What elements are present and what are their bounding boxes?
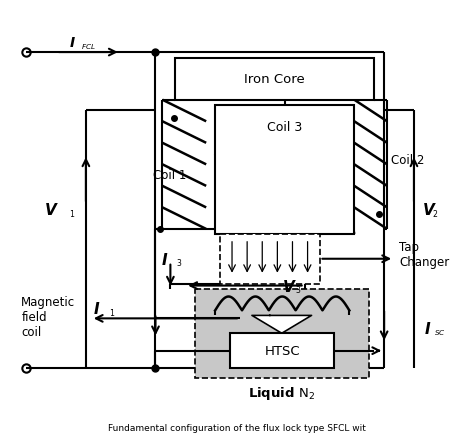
Bar [230, 333, 335, 368]
Text: HTSC: HTSC [264, 344, 300, 357]
Text: $\bfit{V}$: $\bfit{V}$ [282, 278, 297, 294]
Text: Coil 3: Coil 3 [267, 121, 302, 134]
Polygon shape [252, 316, 311, 333]
Text: Coil 2: Coil 2 [391, 154, 424, 166]
Text: Liquid $\mathrm{N}_2$: Liquid $\mathrm{N}_2$ [248, 385, 316, 402]
Text: Coil 1: Coil 1 [154, 168, 187, 181]
Bar [175, 59, 374, 101]
Text: $\bfit{I}$: $\bfit{I}$ [69, 36, 76, 50]
Text: $_{SC}$: $_{SC}$ [434, 328, 446, 338]
Text: Tap
Changer: Tap Changer [399, 240, 449, 268]
Text: $\bfit{V}$: $\bfit{V}$ [422, 201, 437, 218]
Text: $_{3}$: $_{3}$ [295, 284, 301, 296]
Text: $_{3}$: $_{3}$ [176, 257, 182, 269]
Bar [215, 106, 354, 234]
Text: Magnetic
field
coil: Magnetic field coil [21, 295, 75, 338]
Text: $_{FCL}$: $_{FCL}$ [81, 42, 96, 52]
Text: Iron Core: Iron Core [245, 73, 305, 86]
Text: $\bfit{V}$: $\bfit{V}$ [44, 201, 59, 218]
Text: Fundamental configuration of the flux lock type SFCL wit: Fundamental configuration of the flux lo… [108, 423, 366, 432]
Text: $\bfit{I}$: $\bfit{I}$ [424, 321, 431, 336]
Text: $_{2}$: $_{2}$ [432, 208, 438, 221]
Bar [195, 289, 369, 378]
Text: $_{1}$: $_{1}$ [69, 208, 75, 221]
Text: $_{1}$: $_{1}$ [109, 307, 115, 319]
Bar [220, 234, 319, 284]
Text: $\bfit{I}$: $\bfit{I}$ [161, 251, 168, 267]
Text: $\bfit{I}$: $\bfit{I}$ [93, 301, 101, 317]
